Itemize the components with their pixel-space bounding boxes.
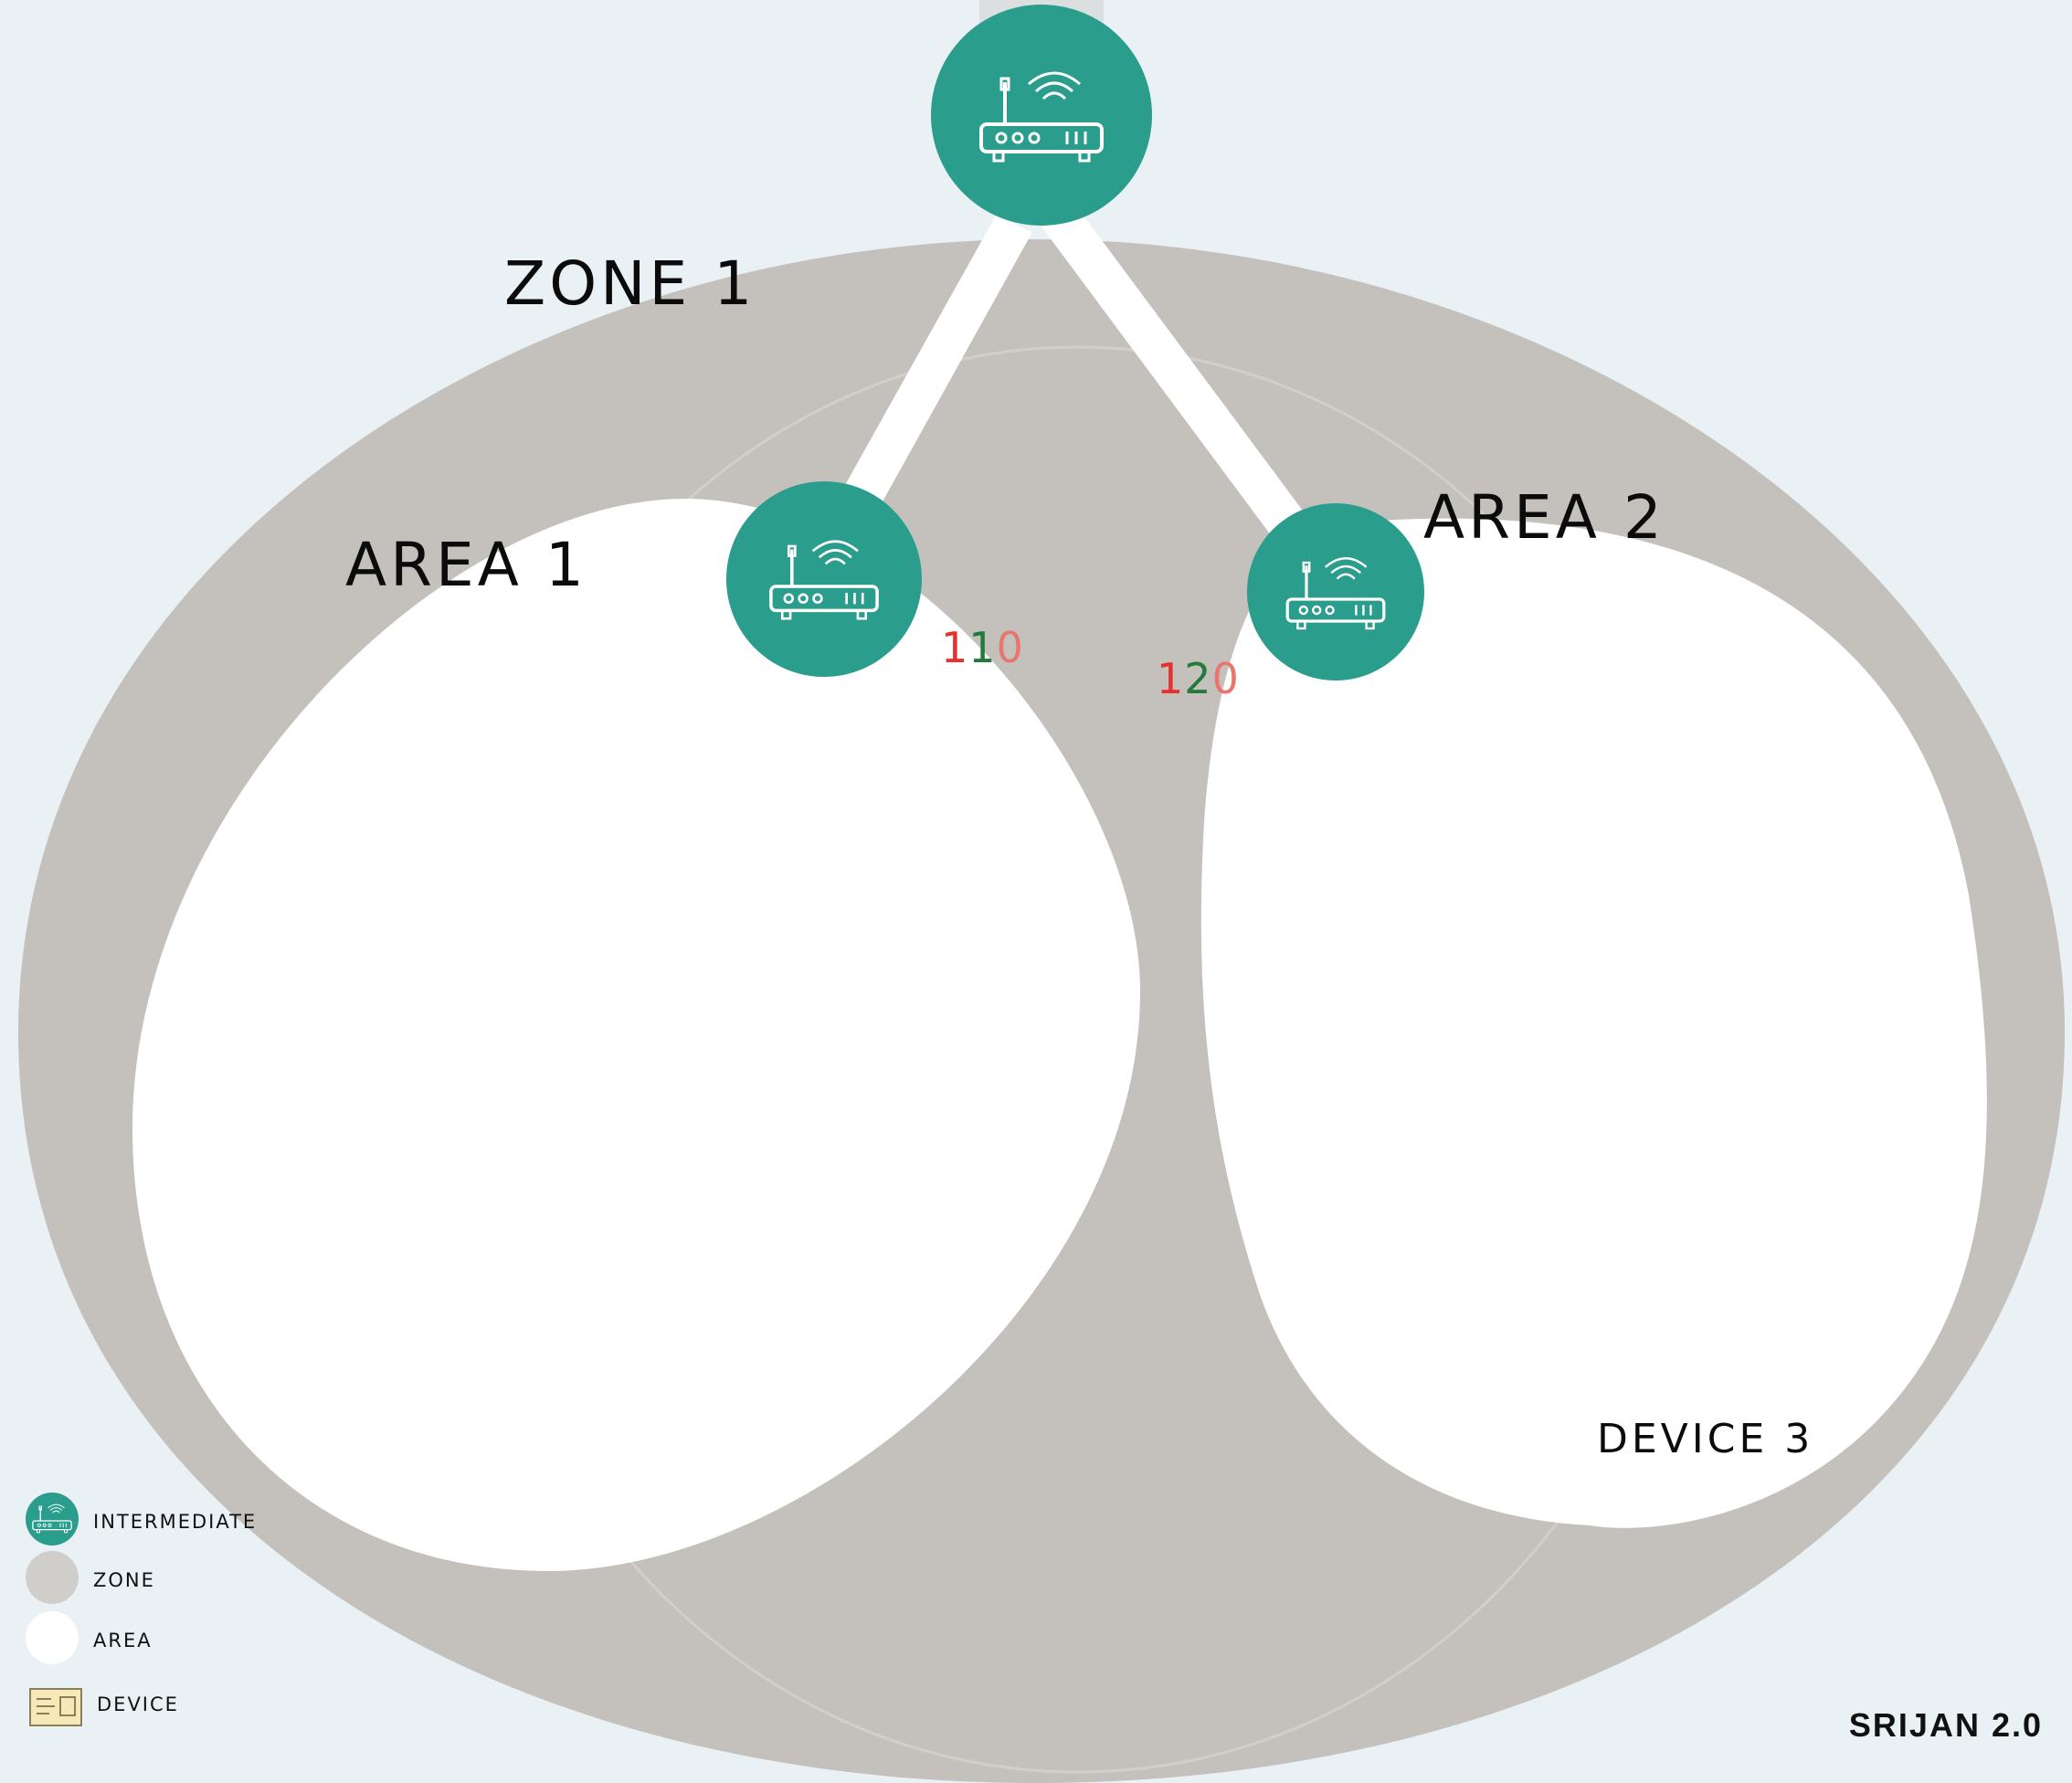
link-top-area2 bbox=[1041, 208, 1316, 546]
count-digit: 2 bbox=[1184, 654, 1212, 703]
router-top[interactable] bbox=[931, 5, 1152, 226]
legend-zone-label: ZONE bbox=[93, 1569, 155, 1591]
device-card-icon bbox=[29, 1688, 82, 1726]
count-digit: 0 bbox=[996, 623, 1024, 672]
area2-label: AREA 2 bbox=[1423, 482, 1665, 553]
router-area2[interactable] bbox=[1247, 503, 1424, 680]
legend-device-label: DEVICE bbox=[97, 1693, 179, 1715]
device-label: DEVICE 3 bbox=[1597, 1416, 1814, 1462]
area-2 bbox=[1200, 518, 1987, 1528]
brand-label: SRIJAN 2.0 bbox=[1848, 1706, 2043, 1744]
area1-count: 110 bbox=[941, 623, 1024, 672]
link-top-area1 bbox=[840, 216, 1032, 512]
area1-label: AREA 1 bbox=[345, 530, 587, 600]
area-1 bbox=[132, 499, 1140, 1571]
zone-label: ZONE 1 bbox=[504, 248, 756, 319]
router-area1[interactable] bbox=[726, 481, 922, 677]
legend-area-label: AREA bbox=[93, 1630, 153, 1651]
count-digit: 0 bbox=[1211, 654, 1240, 703]
count-digit: 1 bbox=[1157, 654, 1185, 703]
zone-swatch bbox=[26, 1551, 79, 1604]
area2-count: 120 bbox=[1157, 654, 1240, 703]
links bbox=[840, 208, 1316, 546]
area-swatch bbox=[26, 1611, 79, 1664]
count-digit: 1 bbox=[941, 623, 969, 672]
router-icon bbox=[26, 1493, 79, 1546]
legend-intermediate-label: INTERMEDIATE bbox=[93, 1511, 258, 1533]
count-digit: 1 bbox=[968, 623, 997, 672]
